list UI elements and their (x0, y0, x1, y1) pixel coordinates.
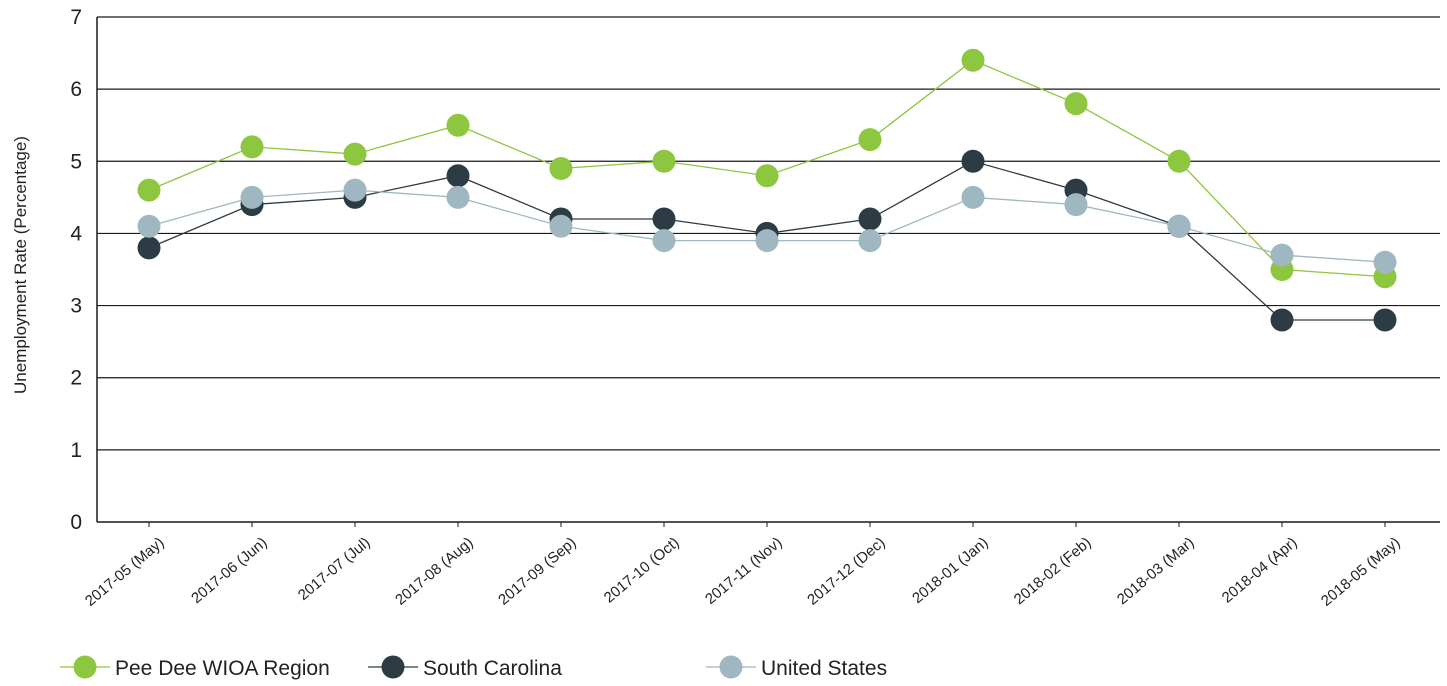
x-tick-label: 2017-07 (Jul) (295, 534, 374, 604)
legend-marker (719, 655, 743, 679)
x-tick-label: 2017-11 (Nov) (702, 534, 786, 608)
data-point (755, 229, 779, 253)
x-tick-label: 2017-08 (Aug) (392, 534, 476, 609)
data-point (961, 48, 985, 72)
legend-item: Pee Dee WIOA Region (60, 655, 330, 680)
data-point (961, 185, 985, 209)
y-tick-label: 0 (70, 511, 82, 534)
data-point (137, 236, 161, 260)
data-point (1064, 193, 1088, 217)
data-point (240, 185, 264, 209)
data-point (1167, 149, 1191, 173)
legend-marker (73, 655, 97, 679)
x-tick-labels: 2017-05 (May) 2017-06 (Jun) 2017-07 (Jul) 2… (82, 534, 1404, 610)
y-tick-label: 2 (70, 367, 82, 390)
x-tick-label: 2018-05 (May) (1318, 534, 1404, 610)
data-point (858, 128, 882, 152)
legend-label: United States (761, 657, 887, 680)
legend-label: South Carolina (423, 657, 562, 680)
y-tick-label: 3 (70, 295, 82, 318)
data-point (446, 164, 470, 188)
data-point (137, 178, 161, 202)
legend-marker (381, 655, 405, 679)
x-tick-label: 2018-03 (Mar) (1114, 534, 1198, 608)
x-tick-label: 2017-10 (Oct) (601, 534, 683, 607)
grid (97, 16, 1440, 451)
data-point (549, 214, 573, 238)
y-tick-label: 1 (70, 439, 82, 462)
legend-item: South Carolina (368, 655, 562, 680)
data-point (446, 185, 470, 209)
data-point (1270, 243, 1294, 267)
legend: Pee Dee WIOA Region South Carolina United … (60, 655, 887, 680)
x-tick-label: 2017-05 (May) (82, 534, 168, 610)
data-point (137, 214, 161, 238)
data-point (858, 229, 882, 253)
data-point (549, 157, 573, 180)
x-tick-label: 2018-04 (Apr) (1219, 534, 1301, 607)
axes (96, 17, 1440, 527)
y-tick-label: 4 (70, 222, 82, 245)
x-tick-label: 2017-12 (Dec) (804, 534, 888, 609)
series (137, 48, 1397, 332)
y-tick-label: 6 (70, 78, 82, 101)
data-point (1270, 308, 1294, 332)
x-tick-label: 2017-09 (Sep) (495, 534, 579, 609)
data-point (1373, 308, 1397, 332)
data-point (961, 149, 985, 173)
data-point (343, 178, 367, 202)
y-tick-label: 7 (70, 6, 82, 29)
x-tick-label: 2018-01 (Jan) (909, 534, 991, 607)
data-point (1373, 250, 1397, 274)
data-point (1167, 214, 1191, 238)
data-point (755, 164, 779, 188)
y-tick-labels: 0 1 2 3 4 5 6 7 (70, 6, 82, 534)
x-tick-label: 2017-06 (Jun) (188, 534, 270, 607)
data-point (858, 207, 882, 231)
x-tick-label: 2018-02 (Feb) (1011, 534, 1095, 608)
data-point (652, 229, 676, 253)
legend-label: Pee Dee WIOA Region (115, 657, 330, 680)
data-point (1064, 92, 1088, 116)
y-axis-label: Unemployment Rate (Percentage) (11, 136, 30, 394)
data-point (446, 113, 470, 137)
data-point (652, 207, 676, 231)
y-tick-label: 5 (70, 150, 82, 173)
legend-item: United States (706, 655, 887, 680)
data-point (343, 142, 367, 166)
data-point (240, 135, 264, 159)
data-point (652, 149, 676, 173)
